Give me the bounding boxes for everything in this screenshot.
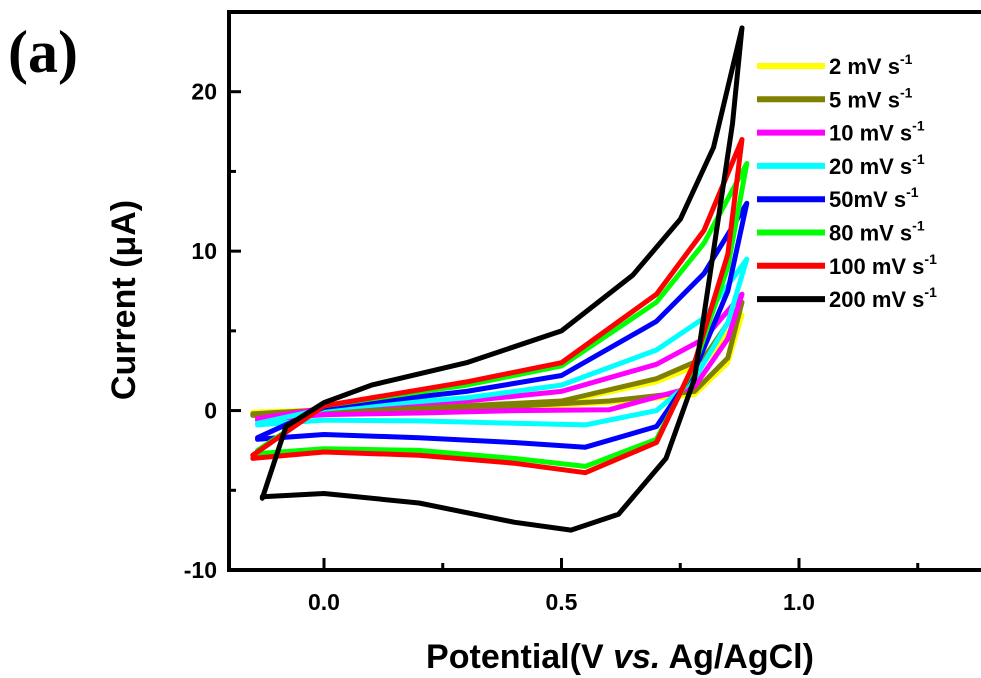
- x-axis-title-suffix: Ag/AgCl): [660, 638, 814, 676]
- series-line-3: [255, 291, 745, 423]
- panel-label: (a): [8, 19, 78, 85]
- legend-label-2: 5 mV s-1: [829, 84, 913, 112]
- legend-label-3: 10 mV s-1: [829, 118, 925, 146]
- legend-label-8: 200 mV s-1: [829, 284, 937, 312]
- x-axis-title-italic: vs.: [613, 638, 660, 676]
- legend-label-5: 50mV s-1: [829, 184, 919, 212]
- series-layer: [250, 25, 750, 533]
- x-axis-title-prefix: Potential(V: [426, 638, 613, 676]
- y-tick-label: 10: [191, 238, 217, 264]
- y-tick-label: 20: [191, 79, 217, 105]
- series-line-7: [250, 137, 745, 476]
- x-tick-label: 1.0: [783, 589, 815, 615]
- series-line-5: [255, 200, 750, 450]
- x-tick-label: 0.0: [308, 589, 340, 615]
- y-tick-label: 0: [204, 398, 217, 424]
- legend-label-4: 20 mV s-1: [829, 151, 925, 179]
- y-axis-title: Current (μA): [105, 200, 143, 400]
- series-line-6: [255, 161, 750, 469]
- legend-label-6: 80 mV s-1: [829, 218, 925, 246]
- axis-layer: 0.0 0.5 1.0 -10 0 10 20: [184, 79, 920, 615]
- series-line-8: [259, 25, 745, 533]
- y-tick-label: -10: [184, 557, 217, 583]
- plot-frame: [227, 10, 981, 572]
- x-axis-title: Potential(V vs. Ag/AgCl): [426, 638, 814, 676]
- series-line-4: [255, 256, 750, 428]
- x-tick-label: 0.5: [546, 589, 578, 615]
- legend-label-1: 2 mV s-1: [829, 51, 913, 79]
- legend: 2 mV s-1 5 mV s-1 10 mV s-1 20 mV s-1 50mV s…: [757, 51, 937, 312]
- legend-label-7: 100 mV s-1: [829, 251, 937, 279]
